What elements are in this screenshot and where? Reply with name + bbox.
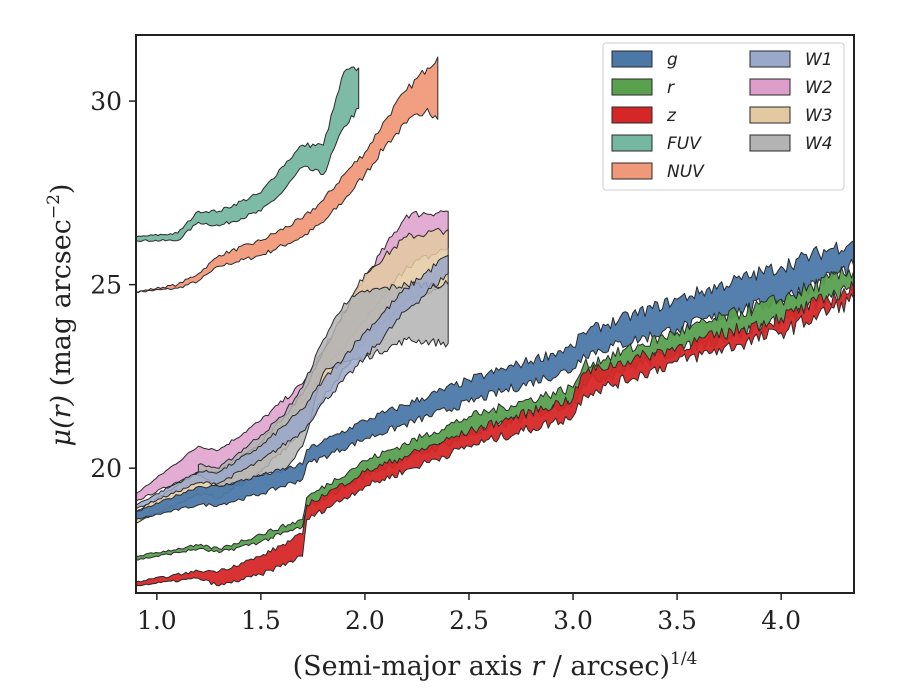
y-tick-label: 30 [90,87,122,116]
y-tick-label: 25 [90,271,122,300]
x-tick-label: 3.5 [657,606,697,635]
legend-label-r: r [667,78,675,98]
y-axis-label-var: μ(r) [46,395,77,447]
y-axis-label-mid: (mag arcsec [46,219,77,395]
legend-label-w1: W1 [805,50,833,70]
x-axis-ticks: 1.0 1.5 2.0 2.5 3.0 3.5 4.0 [137,593,801,635]
x-axis-label-var: r [531,651,546,682]
y-axis-label-exponent: −2 [44,194,64,219]
legend-label-z: z [666,106,677,126]
x-axis-label: (Semi-major axis r / arcsec)1/4 [293,649,698,682]
legend-label-nuv: NUV [667,162,705,182]
legend-swatch-r [611,78,653,96]
series-band-g [136,240,854,521]
x-tick-label: 4.0 [761,606,801,635]
legend: grz FUV NUV W1 W2 W3 W4 [602,42,845,191]
y-axis-label: μ(r) (mag arcsec−2) [44,184,77,447]
legend-label-w4: W4 [805,134,833,154]
legend-label-w3: W3 [805,106,833,126]
x-tick-label: 1.5 [241,606,281,635]
x-tick-label: 2.5 [449,606,489,635]
legend-label-w2: W2 [805,78,833,98]
series-band-fuv [136,66,360,242]
x-axis-label-exponent: 1/4 [670,649,697,669]
legend-swatch-g [611,50,653,68]
x-tick-label: 3.0 [553,606,593,635]
plot-area [136,56,854,587]
y-axis-label-end: ) [46,184,77,195]
x-axis-label-suffix: / arcsec) [544,651,670,682]
x-axis-label-prefix: (Semi-major axis [293,651,532,682]
series-band-z [136,281,854,587]
axes-frame [135,34,855,594]
x-tick-label: 1.0 [137,606,177,635]
legend-swatch-w1 [749,50,791,68]
series-band-w1 [136,254,449,510]
y-tick-label: 20 [90,454,122,483]
legend-swatch-z [611,106,653,124]
legend-swatch-nuv [611,162,653,180]
legend-label-g: g [667,50,678,70]
legend-swatch-w4 [749,134,791,152]
legend-swatch-fuv [611,134,653,152]
legend-swatch-w2 [749,78,791,96]
x-tick-label: 2.0 [345,606,385,635]
legend-label-fuv: FUV [667,134,702,154]
legend-swatch-w3 [749,106,791,124]
series-band-nuv [136,56,439,294]
y-axis-ticks: 20 25 30 [90,87,136,483]
